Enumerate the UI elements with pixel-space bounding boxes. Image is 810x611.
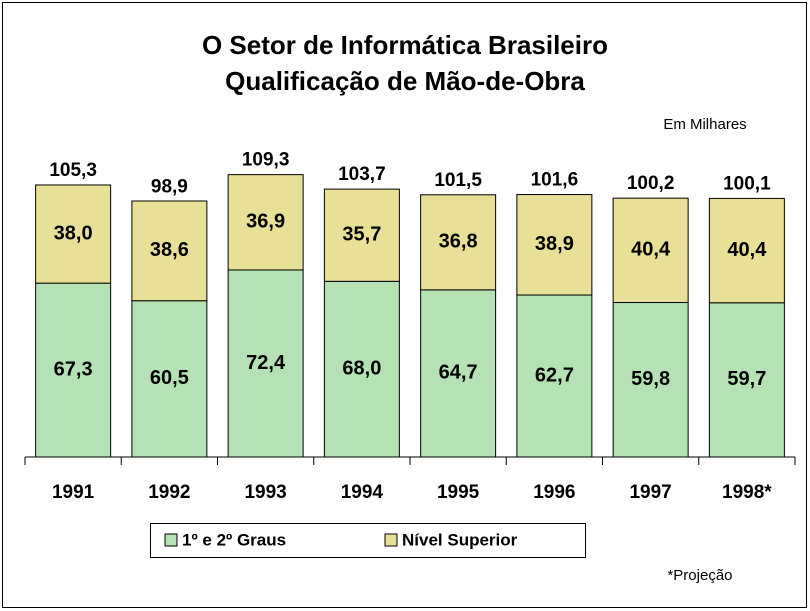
bar-segment bbox=[420, 194, 497, 291]
legend-swatch bbox=[164, 533, 178, 547]
data-label: 59,8 bbox=[631, 368, 670, 390]
data-label: 40,4 bbox=[727, 239, 767, 261]
bar-segment bbox=[612, 197, 689, 304]
x-tick-label: 1998* bbox=[722, 482, 772, 503]
x-tick-label: 1993 bbox=[244, 482, 286, 503]
data-label: 62,7 bbox=[535, 364, 574, 386]
subtitle: Em Milhares bbox=[663, 116, 746, 133]
data-label: 35,7 bbox=[342, 224, 381, 246]
bar-segment bbox=[131, 200, 208, 302]
data-label: 40,4 bbox=[631, 239, 671, 261]
bar-segment bbox=[516, 294, 593, 458]
data-label: 38,0 bbox=[54, 222, 93, 244]
x-tick-label: 1997 bbox=[629, 482, 671, 503]
data-label: 36,8 bbox=[439, 231, 478, 253]
total-label: 100,1 bbox=[723, 173, 771, 194]
bar-segment bbox=[323, 188, 400, 282]
bar-segment bbox=[131, 300, 208, 458]
legend-label: Nível Superior bbox=[402, 530, 518, 549]
data-label: 68,0 bbox=[342, 357, 381, 379]
data-label: 60,5 bbox=[150, 367, 189, 389]
bar-segment bbox=[708, 197, 785, 304]
legend-swatch bbox=[384, 533, 398, 547]
data-label: 36,9 bbox=[246, 211, 285, 233]
total-label: 101,6 bbox=[531, 170, 579, 191]
data-label: 59,7 bbox=[727, 368, 766, 390]
chart-title: O Setor de Informática Brasileiro bbox=[202, 30, 608, 60]
chart-title: Qualificação de Mão-de-Obra bbox=[225, 66, 585, 96]
total-label: 101,5 bbox=[434, 170, 482, 191]
bar-segment bbox=[35, 184, 112, 284]
x-tick-label: 1996 bbox=[533, 482, 575, 503]
bar-segment bbox=[420, 289, 497, 458]
bar-segment bbox=[708, 302, 785, 458]
data-label: 64,7 bbox=[439, 362, 478, 384]
data-label: 72,4 bbox=[246, 352, 286, 374]
bar-segment bbox=[612, 302, 689, 458]
data-label: 67,3 bbox=[54, 358, 93, 380]
x-tick-label: 1992 bbox=[148, 482, 190, 503]
x-tick-label: 1994 bbox=[341, 482, 384, 503]
note: *Projeção bbox=[667, 567, 732, 584]
x-tick-label: 1995 bbox=[437, 482, 480, 503]
x-tick-label: 1991 bbox=[52, 482, 95, 503]
total-label: 105,3 bbox=[49, 160, 97, 181]
data-label: 38,6 bbox=[150, 239, 189, 261]
data-label: 38,9 bbox=[535, 233, 574, 255]
total-label: 98,9 bbox=[151, 177, 188, 198]
total-label: 109,3 bbox=[242, 150, 290, 171]
legend bbox=[150, 523, 586, 558]
legend-label: 1º e 2º Graus bbox=[182, 530, 286, 549]
total-label: 100,2 bbox=[627, 173, 675, 194]
total-label: 103,7 bbox=[338, 164, 386, 185]
bar-segment bbox=[516, 194, 593, 296]
bar-segment bbox=[227, 174, 304, 271]
